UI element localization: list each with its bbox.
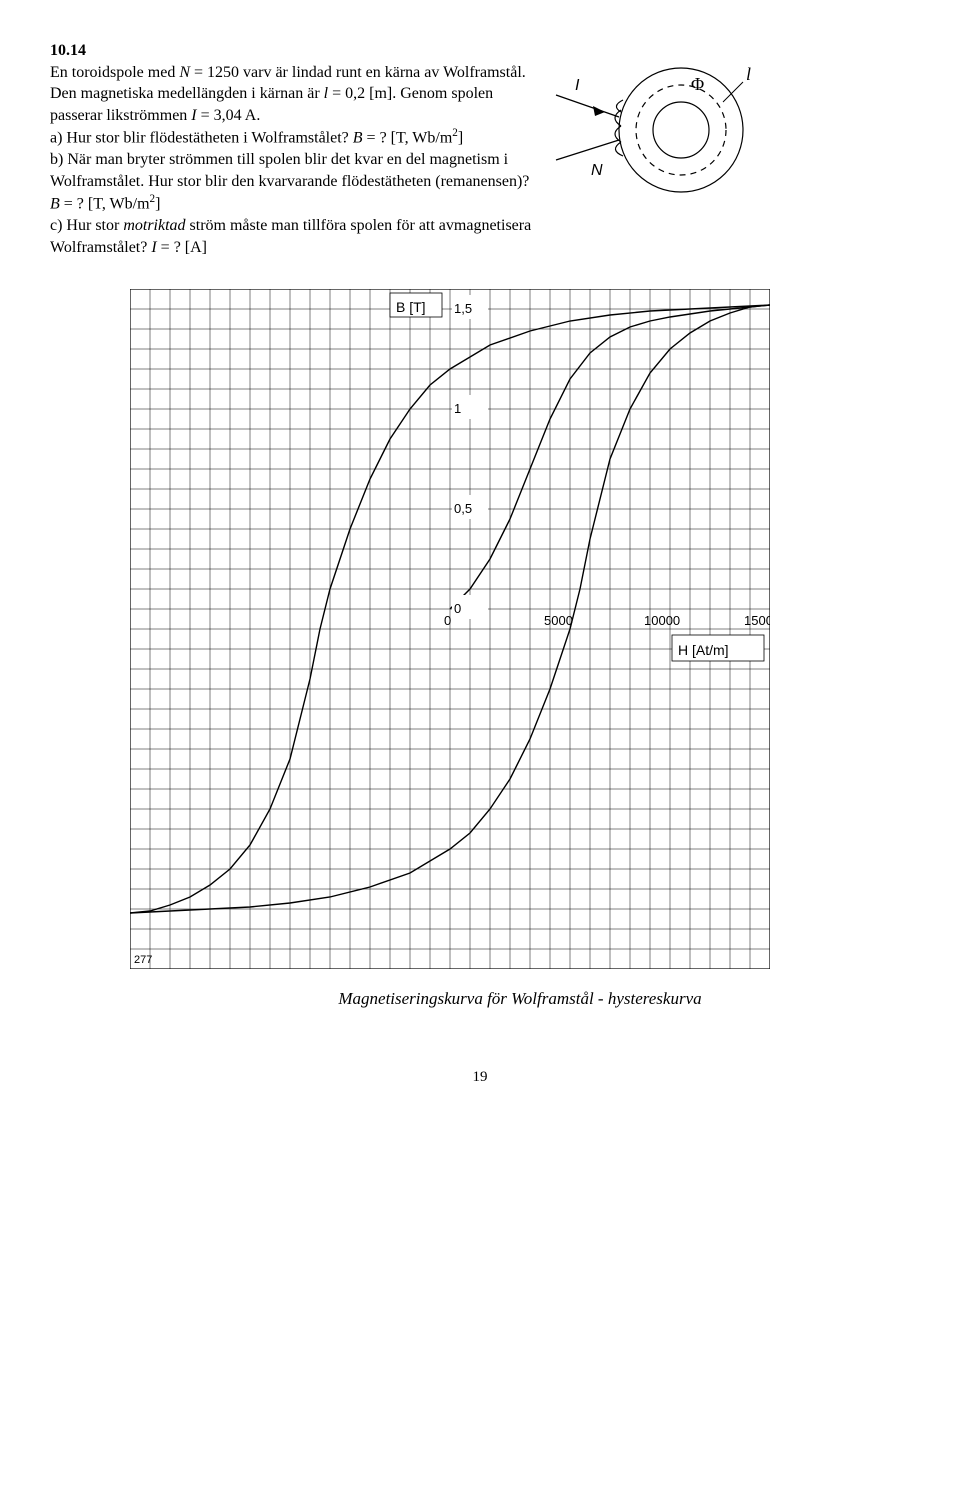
line6: Wolframstålet. Hur stor blir den kvarvar… xyxy=(50,171,531,193)
toroid-label-n: N xyxy=(591,162,603,179)
line5: b) När man bryter strömmen till spolen b… xyxy=(50,149,531,171)
problem-number: 10.14 xyxy=(50,40,531,62)
line2: Den magnetiska medellängden i kärnan är … xyxy=(50,83,531,105)
page-number: 19 xyxy=(50,1069,910,1086)
svg-text:B [T]: B [T] xyxy=(396,299,426,315)
line1: En toroidspole med N = 1250 varv är lind… xyxy=(50,62,531,84)
top-row: 10.14 En toroidspole med N = 1250 varv ä… xyxy=(50,40,910,259)
line8: c) Hur stor motriktad ström måste man ti… xyxy=(50,215,531,237)
line3: passerar likströmmen I = 3,04 A. xyxy=(50,105,531,127)
svg-text:15000: 15000 xyxy=(744,613,770,628)
toroid-label-phi: Φ xyxy=(691,74,704,94)
hysteresis-chart: B [T]1,510,50050001000015000H [At/m]277 … xyxy=(130,289,910,1009)
line4: a) Hur stor blir flödestätheten i Wolfra… xyxy=(50,126,531,149)
svg-text:H [At/m]: H [At/m] xyxy=(678,642,729,658)
svg-text:0: 0 xyxy=(454,601,461,616)
svg-text:0,5: 0,5 xyxy=(454,501,472,516)
toroid-diagram: I N Φ l xyxy=(551,40,761,230)
toroid-label-i: I xyxy=(575,77,580,94)
svg-text:0: 0 xyxy=(444,613,451,628)
problem-text: 10.14 En toroidspole med N = 1250 varv ä… xyxy=(50,40,531,259)
svg-text:1,5: 1,5 xyxy=(454,301,472,316)
chart-caption: Magnetiseringskurva för Wolframstål - hy… xyxy=(130,989,910,1009)
chart-svg: B [T] 1,5 1 0,5 00 5000 10000 15000 H [At/m] 277 xyxy=(130,289,770,969)
svg-text:10000: 10000 xyxy=(644,613,680,628)
svg-text:5000: 5000 xyxy=(544,613,573,628)
svg-text:277: 277 xyxy=(134,954,152,966)
toroid-label-l: l xyxy=(746,64,751,84)
line9: Wolframstålet? I = ? [A] xyxy=(50,237,531,259)
svg-text:1: 1 xyxy=(454,401,461,416)
line7: B = ? [T, Wb/m2] xyxy=(50,192,531,215)
